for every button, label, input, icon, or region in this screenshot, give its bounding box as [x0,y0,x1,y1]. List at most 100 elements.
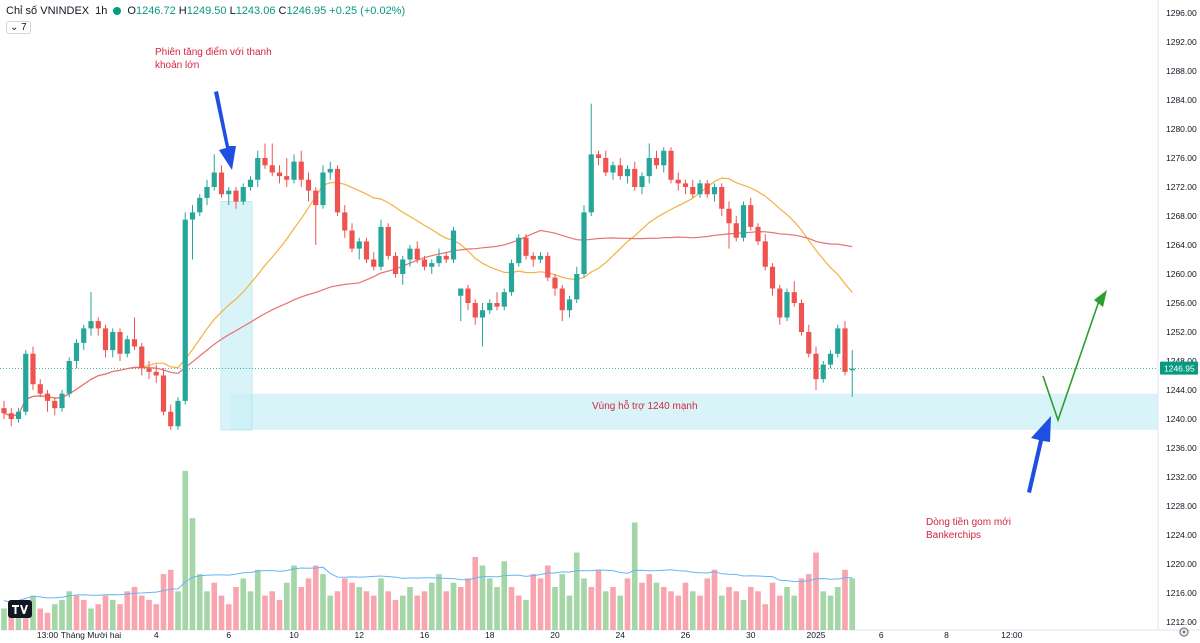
candle-body [153,371,159,376]
candle-body [617,165,623,177]
candle-body [139,346,145,369]
y-tick-label: 1232.00 [1166,472,1197,482]
volume-bar [457,587,464,630]
candle-body [175,400,181,427]
candle-body [849,368,855,371]
candle-body [255,158,261,180]
volume-bar [827,595,834,630]
candle-body [240,187,246,202]
candle-body [726,208,732,224]
volume-bar [755,591,761,630]
volume-bar [769,582,776,630]
volume-bar [414,595,421,630]
volume-bar [334,591,341,630]
candle-body [81,328,87,343]
candle-body [690,187,696,195]
x-tick-label: 2025 [807,630,826,640]
candle-body [189,212,196,220]
volume-bar [762,604,769,630]
candle-body [769,266,776,289]
tradingview-logo-icon[interactable] [8,600,32,618]
y-tick-label: 1224.00 [1166,530,1197,540]
candle-body [356,241,362,249]
candle-body [233,190,239,202]
candle-body [52,400,58,409]
candle-body [704,183,710,195]
volume-bar [573,552,580,630]
x-tick-label: 16 [420,630,430,640]
x-tick-label: 12:00 [1001,630,1023,640]
candle-body [835,328,841,354]
candle-body [501,292,507,307]
blue-arrow-up-icon [1027,416,1051,493]
candle-body [342,212,348,231]
candle-body [414,248,420,260]
candle-body [748,205,754,227]
candle-body [160,375,167,412]
volume-bar [733,591,740,630]
x-tick-label: Tháng Mười hai [61,630,122,640]
volume-bar [8,612,15,630]
candle-body [313,190,319,206]
volume-bar [204,591,210,630]
candle-body [806,332,812,354]
volume-bar [472,556,479,630]
x-tick-label: 8 [944,630,949,640]
volume-bar [95,604,102,630]
symbol-name[interactable]: Chỉ số VNINDEX [6,5,90,17]
candle-body [385,226,391,256]
indicator-toggle[interactable]: ⌄ 7 [6,21,31,34]
gear-icon[interactable] [1178,626,1190,638]
y-tick-label: 1228.00 [1166,501,1197,511]
volume-bar [392,599,399,630]
volume-bar [834,587,841,630]
candle-body [66,361,72,394]
volume-bar [740,599,747,630]
candle-body [610,165,616,173]
volume-bar [407,587,413,630]
volume-bar [791,595,798,630]
volume-bar [588,587,595,630]
volume-bar [117,604,123,630]
x-tick-label: 26 [681,630,691,640]
candle-body [639,176,645,187]
candle-body [1,408,7,414]
candle-body [733,223,739,238]
y-tick-label: 1280.00 [1166,124,1197,134]
interval-label[interactable]: 1h [95,5,108,17]
candle-body [711,187,718,195]
volume-bar [66,591,73,630]
volume-bar [233,587,239,630]
y-tick-label: 1220.00 [1166,559,1197,569]
volume-bar [196,574,203,630]
y-tick-label: 1252.00 [1166,327,1197,337]
candle-body [146,368,152,372]
y-tick-label: 1248.00 [1166,356,1197,366]
volume-bar [356,587,363,630]
volume-bar [508,587,515,630]
volume-bar [682,582,689,630]
x-tick-label: 6 [879,630,884,640]
candle-body [59,393,65,409]
candle-body [588,154,594,213]
candle-body [661,150,667,166]
candle-body [305,179,312,191]
candle-body [23,353,29,412]
candle-body [400,259,406,274]
volume-bar [805,574,812,630]
candle-body [117,332,123,354]
y-tick-label: 1264.00 [1166,240,1197,250]
candle-body [559,288,565,311]
candle-body [197,197,203,213]
volume-bar [175,591,181,630]
candle-body [762,241,768,267]
y-tick-label: 1256.00 [1166,298,1197,308]
volume-bar [537,578,544,630]
candle-body [15,411,22,419]
volume-bar [349,582,355,630]
candle-body [168,411,174,427]
annotation-bottom: Dòng tiền gom mới Bankerchips [926,517,1011,541]
y-tick-label: 1260.00 [1166,269,1197,279]
volume-bar [624,578,631,630]
